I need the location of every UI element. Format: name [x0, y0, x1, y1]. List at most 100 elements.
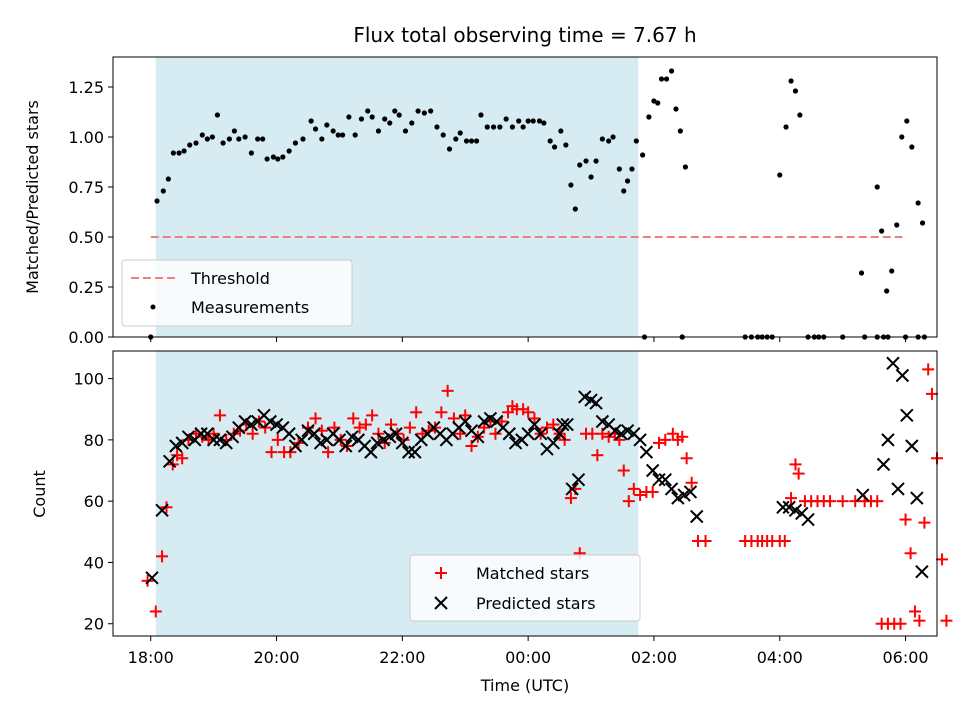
measurement-point — [421, 110, 427, 116]
predicted-star-point — [895, 368, 910, 383]
predicted-star-point — [145, 571, 159, 585]
measurement-point — [387, 120, 393, 126]
measurement-point — [558, 128, 564, 134]
top-y-axis-label: Matched/Predicted stars — [23, 100, 42, 294]
predicted-star-point — [881, 433, 895, 447]
measurement-point — [640, 152, 646, 158]
bottom-xtick-label: 20:00 — [253, 648, 299, 667]
predicted-star-stroke-b — [339, 439, 353, 453]
measurement-point — [199, 132, 205, 138]
bottom-legend: Matched stars Predicted stars — [409, 554, 641, 622]
predicted-star-stroke-b — [225, 430, 240, 444]
measurement-point — [214, 112, 221, 118]
measurement-point — [463, 138, 470, 144]
predicted-star-stroke-b — [206, 433, 221, 447]
measurement-point — [530, 118, 536, 124]
bottom-xtick-label: 04:00 — [757, 648, 803, 667]
measurement-point — [516, 118, 522, 124]
bottom-plot-frame — [112, 350, 938, 637]
measurement-point — [884, 288, 890, 294]
predicted-star-stroke-b — [645, 463, 660, 478]
measurement-point — [783, 124, 789, 130]
measurement-point — [904, 118, 910, 124]
predicted-star-point — [633, 433, 647, 447]
predicted-star-point — [408, 445, 422, 459]
measurement-point — [478, 112, 484, 118]
measurement-point — [160, 188, 166, 194]
predicted-star-point — [401, 445, 416, 459]
bottom-ytick-label: 40 — [84, 553, 104, 572]
predicted-star-point — [155, 503, 169, 518]
predicted-star-stroke-b — [552, 427, 567, 441]
measurement-point — [551, 144, 558, 150]
predicted-star-stroke-b — [276, 420, 290, 435]
bottom-xtick-label: 00:00 — [505, 648, 551, 667]
predicted-star-point — [639, 445, 654, 459]
predicted-star-point — [560, 417, 574, 432]
measurement-point — [270, 154, 276, 160]
measurement-point — [434, 124, 440, 130]
top-ytick-label: 1.25 — [68, 78, 104, 97]
measurement-point — [220, 140, 226, 146]
predicted-star-stroke-b — [213, 433, 227, 447]
matched-star-point — [265, 446, 278, 459]
matched-star-point — [617, 464, 630, 477]
predicted-star-stroke-b — [639, 445, 654, 459]
measurement-point — [275, 156, 281, 162]
predicted-star-point — [552, 427, 567, 441]
matched-star-point — [359, 418, 372, 431]
matched-star-point — [366, 409, 379, 422]
measurement-point — [369, 114, 375, 120]
predicted-stars-points — [145, 356, 929, 585]
predicted-star-stroke-b — [801, 512, 815, 527]
predicted-star-point — [891, 482, 905, 496]
bottom-ytick-label: 20 — [84, 615, 104, 634]
measurement-point — [633, 138, 639, 144]
predicted-star-stroke-b — [633, 433, 647, 447]
predicted-star-point — [339, 439, 353, 453]
predicted-star-point — [162, 454, 177, 469]
measurement-point — [392, 108, 398, 114]
x-axis-label: Time (UTC) — [480, 676, 569, 695]
matched-star-point — [489, 427, 502, 440]
measurement-point — [226, 136, 232, 142]
measurement-point — [673, 106, 679, 112]
predicted-star-stroke-b — [269, 417, 284, 432]
measurement-point — [490, 124, 497, 130]
bottom-ytick-label: 60 — [84, 492, 104, 511]
measurement-point — [473, 138, 480, 144]
bottom-y-axis-label: Count — [30, 470, 49, 518]
measurement-point — [536, 118, 543, 124]
matched-star-point — [680, 452, 693, 465]
matched-star-point — [459, 409, 472, 422]
predicted-star-stroke-b — [584, 393, 598, 407]
measurement-point — [324, 122, 330, 128]
measurement-point — [663, 76, 670, 82]
predicted-star-stroke-b — [910, 491, 924, 505]
measurement-point — [547, 138, 553, 144]
predicted-star-stroke-b — [546, 436, 561, 450]
matched-star-point — [676, 430, 689, 443]
matched-star-point — [666, 427, 679, 440]
matched-star-point — [922, 363, 935, 376]
matched-star-point — [528, 412, 541, 425]
predicted-star-point — [856, 488, 870, 502]
measurement-point — [919, 220, 926, 226]
predicted-star-point — [910, 491, 924, 505]
predicted-star-point — [905, 439, 919, 453]
measurement-point — [909, 144, 915, 150]
predicted-star-point — [658, 473, 672, 487]
predicted-star-stroke-b — [401, 445, 416, 459]
measurement-point — [375, 128, 382, 134]
measurement-point — [154, 198, 160, 204]
predicted-star-stroke-b — [683, 485, 698, 499]
predicted-star-point — [194, 427, 208, 441]
measurement-point — [894, 222, 900, 228]
matched-star-point — [936, 553, 949, 566]
measurement-point — [242, 134, 248, 140]
matched-star-point — [940, 614, 953, 627]
measurement-point — [187, 142, 193, 148]
measurement-point — [255, 136, 261, 142]
predicted-star-point — [876, 457, 891, 472]
predicted-star-stroke-b — [556, 417, 570, 432]
